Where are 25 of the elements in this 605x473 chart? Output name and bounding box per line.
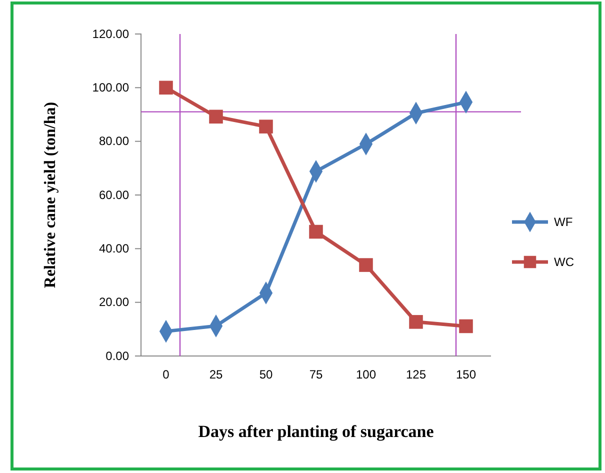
point xyxy=(359,258,373,272)
x-tick-label: 0 xyxy=(162,368,170,382)
x-tick-label: 150 xyxy=(456,368,476,382)
x-tick-label: 100 xyxy=(356,368,376,382)
y-tick-label: 80.00 xyxy=(98,134,130,148)
point xyxy=(259,120,273,134)
point xyxy=(209,110,223,124)
point xyxy=(159,80,173,95)
y-tick-label: 0.00 xyxy=(106,348,130,363)
y-tick-label: 120.00 xyxy=(92,26,130,41)
point xyxy=(459,319,473,334)
y-tick-label: 20.00 xyxy=(98,295,130,310)
legend-label: WC xyxy=(554,255,574,269)
x-tick-label: 125 xyxy=(406,368,426,382)
x-tick-label: 50 xyxy=(259,368,273,382)
y-tick-label: 60.00 xyxy=(98,188,130,202)
x-tick-label: 75 xyxy=(309,368,323,382)
x-axis-title: Days after planting of sugarcane xyxy=(198,422,434,441)
y-tick-label: 100.00 xyxy=(92,80,130,95)
point xyxy=(309,224,323,239)
legend-label: WF xyxy=(554,215,573,229)
x-tick-label: 25 xyxy=(209,368,223,382)
y-axis-title: Relative cane yield (ton/ha) xyxy=(42,102,59,288)
y-tick-label: 40.00 xyxy=(98,242,130,256)
point xyxy=(409,315,423,329)
